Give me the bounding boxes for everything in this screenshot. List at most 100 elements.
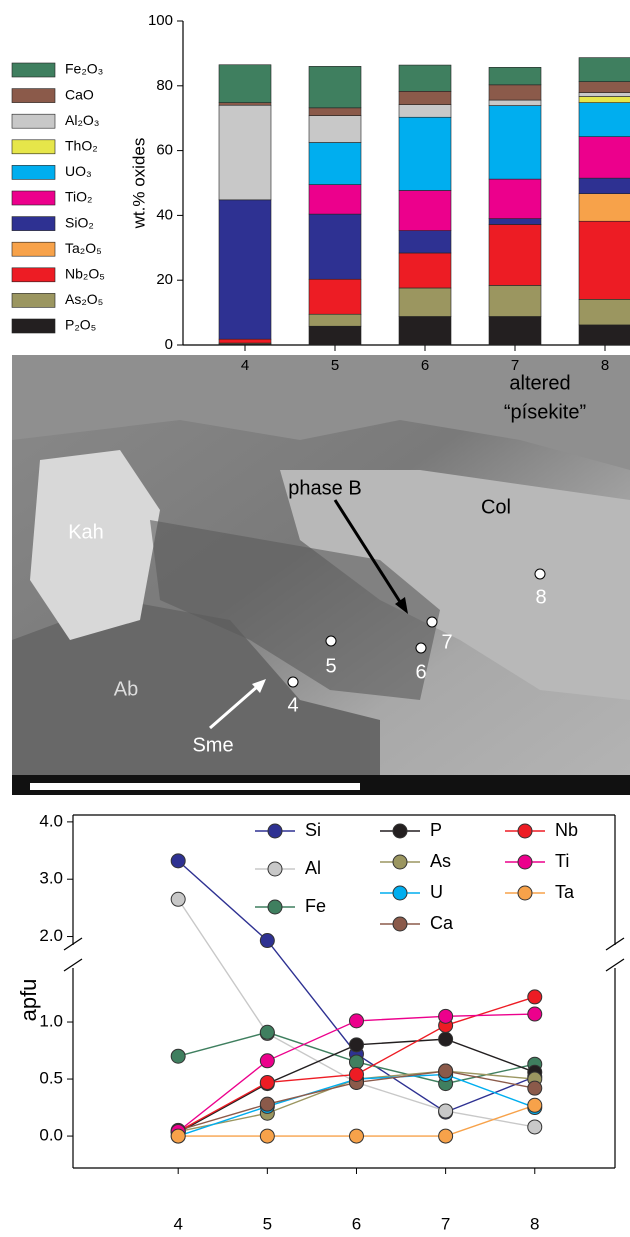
legend-marker xyxy=(393,824,407,838)
point xyxy=(260,1025,274,1039)
spot xyxy=(288,677,298,687)
figure: altered “písekite” phase B Col Kah Ab Sm… xyxy=(0,0,630,1237)
point xyxy=(171,892,185,906)
y-tick-label: 0 xyxy=(165,336,173,353)
point xyxy=(260,1097,274,1111)
markers xyxy=(171,854,542,1143)
x-tick-label: 4 xyxy=(241,357,249,374)
point xyxy=(349,1014,363,1028)
bar-segment xyxy=(489,106,541,180)
bar-segment xyxy=(399,91,451,104)
point-label: 7 xyxy=(441,631,452,653)
bar-segment xyxy=(219,105,271,200)
bar-segment xyxy=(219,65,271,103)
bar-segment xyxy=(489,285,541,316)
bar-segment xyxy=(399,253,451,288)
legend-swatch xyxy=(12,242,55,256)
legend-swatch xyxy=(12,165,55,179)
bar-segment xyxy=(309,143,361,185)
bar-segment xyxy=(309,185,361,214)
point xyxy=(349,1055,363,1069)
bar-segment xyxy=(399,105,451,118)
bar-segment xyxy=(489,179,541,219)
bar-segment xyxy=(309,108,361,116)
point xyxy=(439,1129,453,1143)
legend-label: P₂O₅ xyxy=(65,317,96,333)
y-tick-label: 2.0 xyxy=(39,926,63,945)
legend-label: TiO₂ xyxy=(65,189,92,205)
micrograph: altered “písekite” phase B Col Kah Ab Sm… xyxy=(12,355,630,795)
bar-segment xyxy=(579,58,630,82)
label: altered xyxy=(509,372,570,394)
legend-marker xyxy=(268,900,282,914)
bar-segment xyxy=(579,93,630,97)
y-tick-label: 80 xyxy=(156,77,173,94)
point xyxy=(439,1104,453,1118)
label: Sme xyxy=(192,734,233,756)
bar-segment xyxy=(579,178,630,194)
bar-segment xyxy=(399,231,451,253)
point xyxy=(528,1120,542,1134)
point xyxy=(528,1007,542,1021)
x-tick-label: 5 xyxy=(263,1214,272,1233)
bar-segment xyxy=(579,137,630,178)
point xyxy=(260,934,274,948)
point xyxy=(349,1067,363,1081)
point xyxy=(439,1064,453,1078)
point xyxy=(528,1098,542,1112)
legend-label: Ti xyxy=(555,851,569,871)
label: phase B xyxy=(288,477,361,499)
bar-segment xyxy=(309,279,361,314)
point xyxy=(260,1075,274,1089)
series-line xyxy=(178,899,535,1127)
bar-segment xyxy=(399,316,451,345)
bar-segment xyxy=(489,224,541,285)
legend-marker xyxy=(518,886,532,900)
legend-label: CaO xyxy=(65,86,94,102)
legend-swatch xyxy=(12,293,55,307)
legend-marker xyxy=(393,855,407,869)
legend-swatch xyxy=(12,217,55,231)
point xyxy=(439,1032,453,1046)
y-tick-label: 40 xyxy=(156,206,173,223)
x-tick-label: 6 xyxy=(352,1214,361,1233)
legend-label: Si xyxy=(305,820,321,840)
x-tick-label: 4 xyxy=(173,1214,182,1233)
scale-bar xyxy=(30,783,360,790)
legend-label: As₂O₅ xyxy=(65,291,103,307)
bar-segment xyxy=(489,316,541,345)
legend-swatch xyxy=(12,63,55,77)
bar-segment xyxy=(489,100,541,106)
legend-swatch xyxy=(12,140,55,154)
y-tick-label: 3.0 xyxy=(39,869,63,888)
legend-marker xyxy=(268,862,282,876)
y-tick-label: 0.0 xyxy=(39,1126,63,1145)
bar-segment xyxy=(309,314,361,326)
point xyxy=(528,990,542,1004)
bar-segment xyxy=(489,67,541,84)
legend-label: Al xyxy=(305,858,321,878)
legend-marker xyxy=(393,917,407,931)
bar-segment xyxy=(309,326,361,345)
spot xyxy=(427,617,437,627)
legend-label: UO₃ xyxy=(65,163,92,179)
bar-segment xyxy=(399,117,451,190)
bar-segment xyxy=(579,103,630,137)
point xyxy=(171,1129,185,1143)
point xyxy=(260,1129,274,1143)
point-label: 4 xyxy=(287,694,298,716)
legend-label: As xyxy=(430,851,451,871)
legend-label: Fe₂O₃ xyxy=(65,61,103,77)
y-tick-label: 0.5 xyxy=(39,1069,63,1088)
y-axis-label: apfu xyxy=(16,979,41,1022)
point-label: 5 xyxy=(325,655,336,677)
point xyxy=(439,1009,453,1023)
legend-label: ThO₂ xyxy=(65,138,98,154)
bar-segment xyxy=(579,194,630,222)
legend-label: Ta xyxy=(555,882,575,902)
bar-segment xyxy=(399,288,451,317)
bar-segment xyxy=(309,214,361,279)
bar-segment xyxy=(579,96,630,102)
x-tick-label: 8 xyxy=(530,1214,539,1233)
point-label: 8 xyxy=(535,586,546,608)
